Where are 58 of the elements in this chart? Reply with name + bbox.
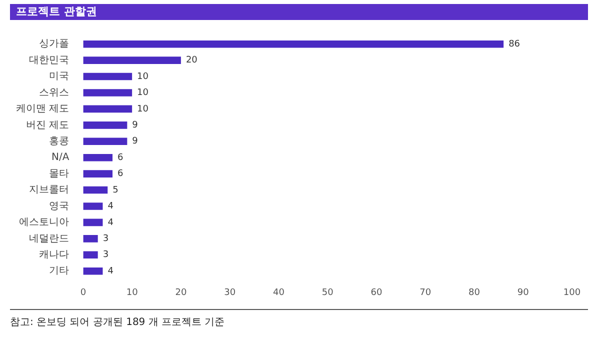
bar bbox=[83, 186, 108, 194]
bar bbox=[83, 56, 181, 64]
data-label: 9 bbox=[132, 120, 138, 131]
y-tick-label: 에스토니아 bbox=[19, 217, 70, 228]
chart-title: 프로젝트 관할권 bbox=[10, 4, 588, 20]
bar bbox=[83, 105, 132, 113]
bar bbox=[83, 138, 128, 146]
y-tick-label: 몰타 bbox=[49, 168, 70, 180]
data-label: 10 bbox=[137, 88, 149, 98]
data-label: 6 bbox=[118, 169, 124, 180]
data-label: 10 bbox=[137, 72, 149, 82]
bar bbox=[83, 89, 132, 96]
bar bbox=[83, 40, 504, 48]
y-tick-label: 기타 bbox=[49, 266, 70, 277]
bar bbox=[83, 251, 98, 259]
bar bbox=[83, 122, 128, 129]
x-tick-label: 20 bbox=[175, 288, 187, 298]
data-label: 4 bbox=[108, 266, 114, 276]
x-tick-label: 10 bbox=[126, 288, 138, 298]
y-tick-label: 대한민국 bbox=[29, 54, 70, 66]
y-tick-label: 미국 bbox=[49, 71, 70, 82]
data-label: 3 bbox=[102, 250, 109, 260]
text: 참고: 온보딩 되어 공개된 189 개 프로젝트 기준 bbox=[10, 316, 225, 330]
y-tick-label: 영국 bbox=[49, 200, 70, 212]
x-tick-label: 90 bbox=[517, 288, 530, 298]
x-tick-label: 30 bbox=[224, 288, 236, 298]
data-label: 3 bbox=[102, 234, 109, 244]
y-tick-label: 케이맨 제도 bbox=[16, 104, 70, 115]
x-tick-label: 100 bbox=[563, 288, 581, 298]
bar bbox=[83, 202, 103, 210]
data-label: 86 bbox=[508, 39, 520, 50]
x-tick-label: 0 bbox=[80, 288, 86, 298]
bar bbox=[83, 267, 103, 275]
y-tick-label: 지브롤터 bbox=[29, 184, 70, 196]
bar bbox=[83, 218, 103, 226]
y-tick-label: 홍콩 bbox=[49, 136, 70, 147]
y-tick-label: N/A bbox=[51, 152, 70, 164]
data-label: 4 bbox=[108, 218, 114, 228]
data-label: 6 bbox=[118, 152, 124, 163]
bar bbox=[83, 154, 113, 162]
bar bbox=[83, 72, 132, 80]
bar bbox=[83, 235, 98, 242]
x-tick-label: 60 bbox=[370, 288, 382, 298]
x-tick-label: 70 bbox=[420, 288, 432, 298]
bar bbox=[83, 170, 113, 178]
data-label: 20 bbox=[186, 56, 198, 66]
y-tick-label: 네덜란드 bbox=[29, 233, 70, 244]
y-tick-label: 스위스 bbox=[39, 87, 70, 98]
data-label: 10 bbox=[137, 104, 149, 114]
data-label: 5 bbox=[112, 185, 118, 196]
y-tick-label: 버진 제도 bbox=[26, 120, 70, 131]
x-tick-label: 80 bbox=[468, 288, 480, 298]
data-label: 9 bbox=[132, 136, 138, 147]
x-tick-label: 40 bbox=[272, 288, 285, 298]
y-tick-label: 캐나다 bbox=[39, 249, 70, 260]
x-tick-label: 50 bbox=[322, 288, 334, 298]
y-tick-label: 싱가폴 bbox=[39, 38, 70, 50]
data-label: 4 bbox=[108, 202, 114, 212]
